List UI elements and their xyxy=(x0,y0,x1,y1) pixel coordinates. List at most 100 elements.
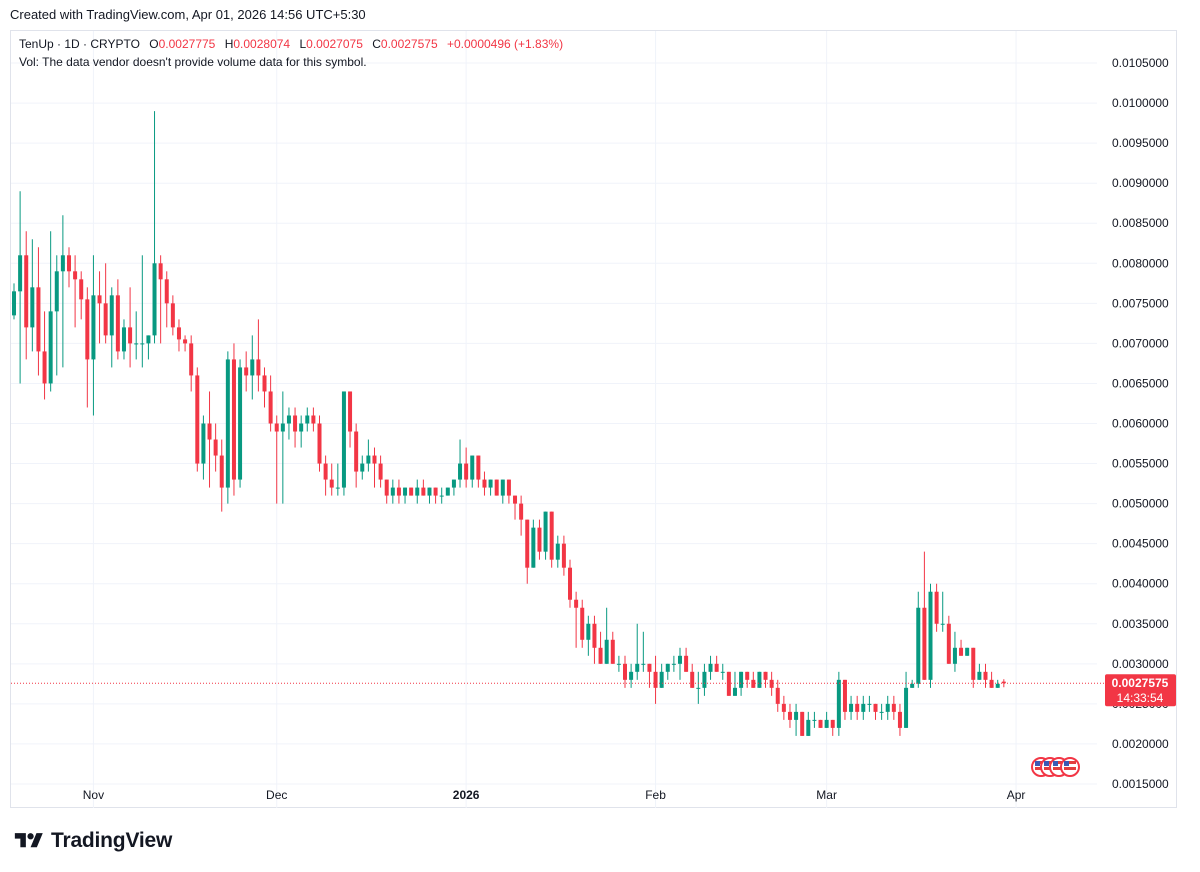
candle xyxy=(739,671,744,696)
price-badge-bg xyxy=(1105,674,1176,707)
candle xyxy=(543,511,548,560)
candle-body xyxy=(311,415,316,424)
time-tick-label: Dec xyxy=(266,788,287,802)
candle xyxy=(787,703,792,728)
symbol-legend: TenUp · 1D · CRYPTO O0.0027775 H0.002807… xyxy=(19,37,563,51)
candle-body xyxy=(396,487,401,496)
candle xyxy=(238,359,243,488)
candle xyxy=(219,439,224,512)
candle-body xyxy=(225,359,230,488)
flag-stripe xyxy=(1053,767,1065,770)
candle-body xyxy=(849,703,854,712)
candle xyxy=(732,671,737,696)
price-tick-label: 0.0065000 xyxy=(1112,376,1169,390)
candle-body xyxy=(79,279,84,300)
candle-body xyxy=(360,463,365,472)
candle-body xyxy=(653,671,658,688)
candle xyxy=(812,711,817,728)
candle xyxy=(842,679,847,720)
tradingview-brand[interactable]: TradingView xyxy=(12,828,172,854)
candle xyxy=(763,671,768,688)
candle-body xyxy=(409,487,414,496)
flag-stripe xyxy=(1044,761,1056,764)
close-value: 0.0027575 xyxy=(380,37,438,51)
chart-frame xyxy=(10,30,1177,808)
candle-body xyxy=(959,647,964,656)
candle xyxy=(134,311,139,360)
created-with-caption: Created with TradingView.com, Apr 01, 20… xyxy=(10,7,366,22)
candle xyxy=(305,407,310,432)
flag-canton xyxy=(1035,761,1040,766)
price-tick-label: 0.0105000 xyxy=(1112,56,1169,70)
candle xyxy=(176,319,181,352)
candle-body xyxy=(164,279,169,304)
flag-canton xyxy=(1053,761,1058,766)
price-tick-label: 0.0060000 xyxy=(1112,417,1169,431)
candle xyxy=(311,407,316,432)
candle xyxy=(549,511,554,568)
candle-body xyxy=(561,543,566,568)
candle xyxy=(818,719,823,728)
candle xyxy=(568,559,573,608)
candle-body xyxy=(433,487,438,496)
candle-body xyxy=(726,671,731,696)
candle-body xyxy=(537,527,542,552)
candle xyxy=(464,447,469,488)
candle-body xyxy=(348,391,353,432)
candle xyxy=(128,287,133,368)
candle xyxy=(482,471,487,496)
candle-body xyxy=(158,263,163,280)
candle-body xyxy=(677,655,682,664)
candle xyxy=(702,663,707,696)
candle-body xyxy=(445,487,450,496)
candle xyxy=(231,343,236,496)
candle xyxy=(922,551,927,680)
candle xyxy=(30,239,35,352)
candle xyxy=(60,215,65,368)
price-tick-label: 0.0100000 xyxy=(1112,96,1169,110)
candle xyxy=(409,487,414,496)
candle xyxy=(470,455,475,488)
candle xyxy=(286,407,291,440)
candle-body xyxy=(885,703,890,712)
candle xyxy=(384,479,389,504)
candle-body xyxy=(781,703,786,712)
candle xyxy=(757,671,762,688)
candle-body xyxy=(910,683,915,688)
flag-stripe xyxy=(1064,761,1076,764)
candle-body xyxy=(610,639,615,664)
candle-body xyxy=(842,679,847,712)
candle xyxy=(641,631,646,672)
candle-body xyxy=(476,455,481,480)
candle xyxy=(183,335,188,352)
candle-body xyxy=(806,719,811,736)
candle-body xyxy=(543,511,548,552)
candle xyxy=(690,663,695,688)
candle xyxy=(335,463,340,496)
candle-body xyxy=(256,359,261,376)
candle-body xyxy=(85,299,90,360)
candle-body xyxy=(378,463,383,480)
candle-body xyxy=(598,647,603,664)
candle xyxy=(366,439,371,472)
price-tick-label: 0.0050000 xyxy=(1112,497,1169,511)
candle-body xyxy=(702,671,707,688)
candle-body xyxy=(671,663,676,665)
candle-body xyxy=(341,391,346,488)
candle xyxy=(97,271,102,344)
candle xyxy=(451,479,456,496)
candle xyxy=(751,671,756,688)
candle xyxy=(916,591,921,688)
candle xyxy=(360,455,365,480)
event-flags xyxy=(1031,757,1080,777)
price-tick-label: 0.0045000 xyxy=(1112,537,1169,551)
price-tick-label: 0.0015000 xyxy=(1112,777,1169,791)
candle-body xyxy=(555,543,560,560)
candle xyxy=(54,255,59,376)
candle-body xyxy=(977,671,982,680)
candle-body xyxy=(720,671,725,673)
candle xyxy=(836,671,841,736)
candle-body xyxy=(12,291,16,316)
candle xyxy=(250,335,255,400)
